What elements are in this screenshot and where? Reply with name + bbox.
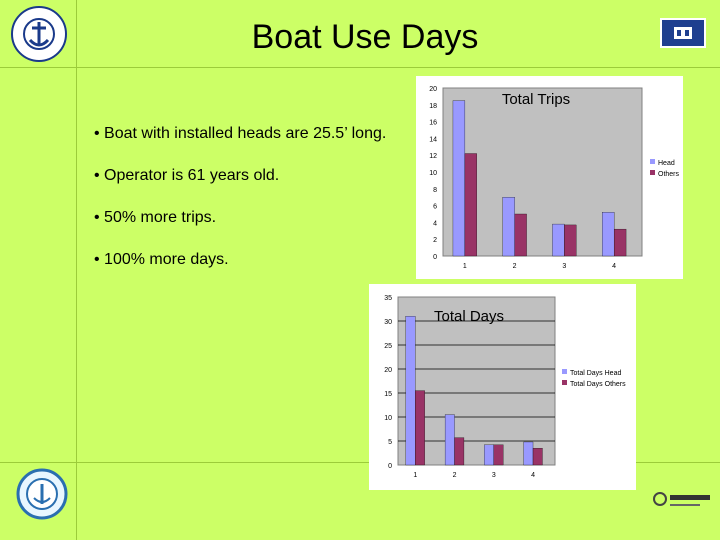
- legend-swatch: [562, 380, 567, 385]
- bar: [493, 444, 504, 466]
- x-tick-label: 3: [562, 263, 566, 270]
- bar: [514, 213, 527, 257]
- y-tick-label: 0: [388, 463, 392, 470]
- legend-label: Others: [658, 171, 680, 178]
- total-days-chart-svg: 0 5 10 15 20 25 30 35 1 2 3 4 Total Days Total Days H…: [384, 295, 626, 479]
- total-days-chart: 0 5 10 15 20 25 30 35 1 2 3 4 Total Days Total Days H…: [369, 284, 636, 490]
- y-tick-label: 4: [433, 220, 437, 227]
- bar: [602, 212, 615, 257]
- y-tick-label: 8: [433, 187, 437, 194]
- bar: [613, 228, 627, 257]
- legend-swatch: [650, 159, 655, 164]
- y-tick-label: 18: [429, 103, 437, 110]
- club-logo-icon: [8, 4, 70, 64]
- y-tick-label: 35: [384, 295, 392, 302]
- y-tick-label: 12: [429, 153, 437, 160]
- legend-label: Total Days Head: [570, 370, 621, 377]
- y-tick-label: 15: [384, 391, 392, 398]
- y-tick-label: 0: [433, 254, 437, 261]
- legend-swatch: [562, 369, 567, 374]
- y-tick-label: 14: [429, 136, 437, 143]
- partner-logo-icon: [660, 18, 706, 48]
- chart-title: Total Days: [434, 308, 504, 325]
- x-tick-label: 2: [513, 263, 517, 270]
- bullet-item: • Boat with installed heads are 25.5’ lo…: [94, 125, 387, 142]
- y-tick-label: 20: [384, 367, 392, 374]
- y-tick-label: 30: [384, 319, 392, 326]
- bar: [484, 444, 494, 466]
- header-divider: [0, 67, 720, 68]
- sponsor-logo-icon: [652, 490, 714, 512]
- bullet-item: • 50% more trips.: [94, 209, 217, 226]
- bar: [454, 437, 465, 466]
- y-tick-label: 25: [384, 343, 392, 350]
- y-tick-label: 10: [429, 170, 437, 177]
- total-trips-chart: 0 2 4 6 8 10 12 14 16 18 20 1 2 3 4 Total Trips Head Othe…: [416, 76, 683, 279]
- y-tick-label: 5: [388, 439, 392, 446]
- x-tick-label: 2: [453, 472, 457, 479]
- footer-divider: [0, 462, 720, 463]
- bar: [564, 224, 577, 257]
- bar: [464, 153, 477, 257]
- x-tick-label: 1: [413, 472, 417, 479]
- x-tick-label: 1: [463, 263, 467, 270]
- y-tick-label: 6: [433, 204, 437, 211]
- bullet-item: • 100% more days.: [94, 251, 229, 268]
- bar: [552, 223, 565, 257]
- y-tick-label: 2: [433, 237, 437, 244]
- bar: [532, 448, 543, 466]
- x-tick-label: 4: [531, 472, 535, 479]
- x-tick-label: 3: [492, 472, 496, 479]
- bar: [452, 100, 466, 257]
- chart-title: Total Trips: [502, 91, 570, 108]
- bullet-item: • Operator is 61 years old.: [94, 167, 280, 184]
- left-divider: [76, 0, 77, 540]
- x-tick-label: 4: [612, 263, 616, 270]
- bar: [415, 390, 425, 466]
- legend-label: Head: [658, 160, 675, 167]
- bar: [405, 316, 416, 466]
- legend-swatch: [650, 170, 655, 175]
- bar: [444, 414, 455, 466]
- bar: [502, 197, 515, 257]
- slide-title: Boat Use Days: [251, 18, 479, 56]
- bullet-list: • Boat with installed heads are 25.5’ lo…: [94, 124, 404, 292]
- y-tick-label: 20: [429, 86, 437, 93]
- legend-label: Total Days Others: [570, 381, 626, 388]
- y-tick-label: 10: [384, 415, 392, 422]
- bar: [523, 441, 534, 466]
- seal-logo-icon: [16, 468, 68, 520]
- y-tick-label: 16: [429, 120, 437, 127]
